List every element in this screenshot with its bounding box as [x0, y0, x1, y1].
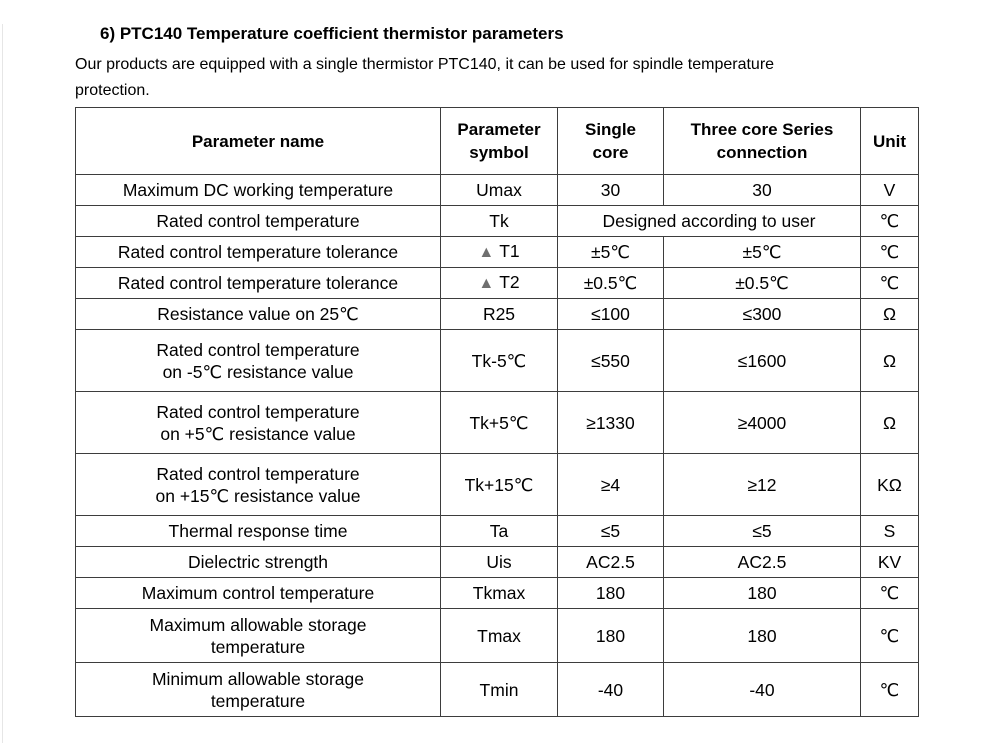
param-symbol-cell: Tk+5℃: [440, 391, 558, 454]
section-title: 6) PTC140 Temperature coefficient thermi…: [100, 24, 564, 43]
unit-cell: ℃: [860, 267, 919, 299]
unit-cell: ℃: [860, 205, 919, 237]
col-header-unit: Unit: [860, 107, 919, 175]
unit-cell: ℃: [860, 608, 919, 663]
param-name-cell: Dielectric strength: [75, 546, 441, 578]
param-name-cell: Rated control temperature tolerance: [75, 236, 441, 268]
param-symbol-cell: Tk-5℃: [440, 329, 558, 392]
param-symbol-cell: Ta: [440, 515, 558, 547]
three-core-cell: ≥4000: [663, 391, 861, 454]
single-core-cell: ≥1330: [557, 391, 664, 454]
param-name-cell: Rated control temperature: [75, 205, 441, 237]
page-left-edge: [2, 24, 3, 743]
table-row: Thermal response time Ta ≤5 ≤5 S: [75, 515, 919, 547]
three-core-cell: AC2.5: [663, 546, 861, 578]
triangle-icon: ▲: [478, 275, 495, 292]
param-symbol-cell: Tk+15℃: [440, 453, 558, 516]
table-row: Minimum allowable storage temperature Tm…: [75, 662, 919, 717]
unit-cell: Ω: [860, 391, 919, 454]
single-core-cell: -40: [557, 662, 664, 717]
unit-cell: KV: [860, 546, 919, 578]
table-row: Rated control temperature on +15℃ resist…: [75, 453, 919, 516]
table-row: Dielectric strength Uis AC2.5 AC2.5 KV: [75, 546, 919, 578]
param-symbol-text: T1: [499, 241, 520, 261]
param-symbol-text: T2: [499, 272, 520, 292]
table-row: Rated control temperature tolerance ▲ T1 …: [75, 236, 919, 268]
table-row: Maximum DC working temperature Umax 30 3…: [75, 174, 919, 206]
single-core-cell: ≤550: [557, 329, 664, 392]
single-core-cell: ≤5: [557, 515, 664, 547]
table-row: Rated control temperature on -5℃ resista…: [75, 329, 919, 392]
thermistor-parameters-table: Parameter name Parameter symbol Single c…: [75, 107, 919, 717]
param-symbol-cell: Tmax: [440, 608, 558, 663]
triangle-icon: ▲: [478, 244, 495, 261]
param-symbol-cell: ▲ T1: [440, 236, 558, 268]
table-row: Rated control temperature on +5℃ resista…: [75, 391, 919, 454]
three-core-cell: ≤300: [663, 298, 861, 330]
col-header-parameter-name: Parameter name: [75, 107, 441, 175]
three-core-cell: ≤5: [663, 515, 861, 547]
param-name-cell: Thermal response time: [75, 515, 441, 547]
single-core-cell: ±0.5℃: [557, 267, 664, 299]
param-symbol-cell: Uis: [440, 546, 558, 578]
single-core-cell: 180: [557, 608, 664, 663]
single-core-cell: ±5℃: [557, 236, 664, 268]
unit-cell: ℃: [860, 577, 919, 609]
single-core-cell: AC2.5: [557, 546, 664, 578]
table-row: Maximum allowable storage temperature Tm…: [75, 608, 919, 663]
param-symbol-cell: Tmin: [440, 662, 558, 717]
three-core-cell: ≥12: [663, 453, 861, 516]
three-core-cell: ≤1600: [663, 329, 861, 392]
col-header-single-core: Single core: [557, 107, 664, 175]
param-symbol-cell: Tkmax: [440, 577, 558, 609]
three-core-cell: ±5℃: [663, 236, 861, 268]
three-core-cell: 30: [663, 174, 861, 206]
param-name-cell: Resistance value on 25℃: [75, 298, 441, 330]
single-core-cell: 180: [557, 577, 664, 609]
unit-cell: Ω: [860, 329, 919, 392]
table-header-row: Parameter name Parameter symbol Single c…: [75, 107, 919, 175]
three-core-cell: -40: [663, 662, 861, 717]
param-name-cell: Rated control temperature on -5℃ resista…: [75, 329, 441, 392]
param-symbol-cell: Umax: [440, 174, 558, 206]
unit-cell: ℃: [860, 662, 919, 717]
param-name-cell: Rated control temperature tolerance: [75, 267, 441, 299]
three-core-cell: 180: [663, 577, 861, 609]
unit-cell: Ω: [860, 298, 919, 330]
three-core-cell: ±0.5℃: [663, 267, 861, 299]
col-header-parameter-symbol: Parameter symbol: [440, 107, 558, 175]
table-row: Rated control temperature tolerance ▲ T2 …: [75, 267, 919, 299]
table-row: Resistance value on 25℃ R25 ≤100 ≤300 Ω: [75, 298, 919, 330]
col-header-three-core: Three core Series connection: [663, 107, 861, 175]
single-core-cell: ≤100: [557, 298, 664, 330]
single-core-cell: ≥4: [557, 453, 664, 516]
intro-paragraph: Our products are equipped with a single …: [75, 56, 775, 99]
param-symbol-cell: Tk: [440, 205, 558, 237]
param-name-cell: Maximum DC working temperature: [75, 174, 441, 206]
param-symbol-cell: R25: [440, 298, 558, 330]
table-row: Maximum control temperature Tkmax 180 18…: [75, 577, 919, 609]
three-core-cell: 180: [663, 608, 861, 663]
merged-value-cell: Designed according to user: [557, 205, 861, 237]
param-symbol-cell: ▲ T2: [440, 267, 558, 299]
param-name-cell: Maximum control temperature: [75, 577, 441, 609]
unit-cell: V: [860, 174, 919, 206]
unit-cell: KΩ: [860, 453, 919, 516]
unit-cell: S: [860, 515, 919, 547]
param-name-cell: Rated control temperature on +15℃ resist…: [75, 453, 441, 516]
single-core-cell: 30: [557, 174, 664, 206]
param-name-cell: Maximum allowable storage temperature: [75, 608, 441, 663]
param-name-cell: Rated control temperature on +5℃ resista…: [75, 391, 441, 454]
table-row: Rated control temperature Tk Designed ac…: [75, 205, 919, 237]
param-name-cell: Minimum allowable storage temperature: [75, 662, 441, 717]
unit-cell: ℃: [860, 236, 919, 268]
